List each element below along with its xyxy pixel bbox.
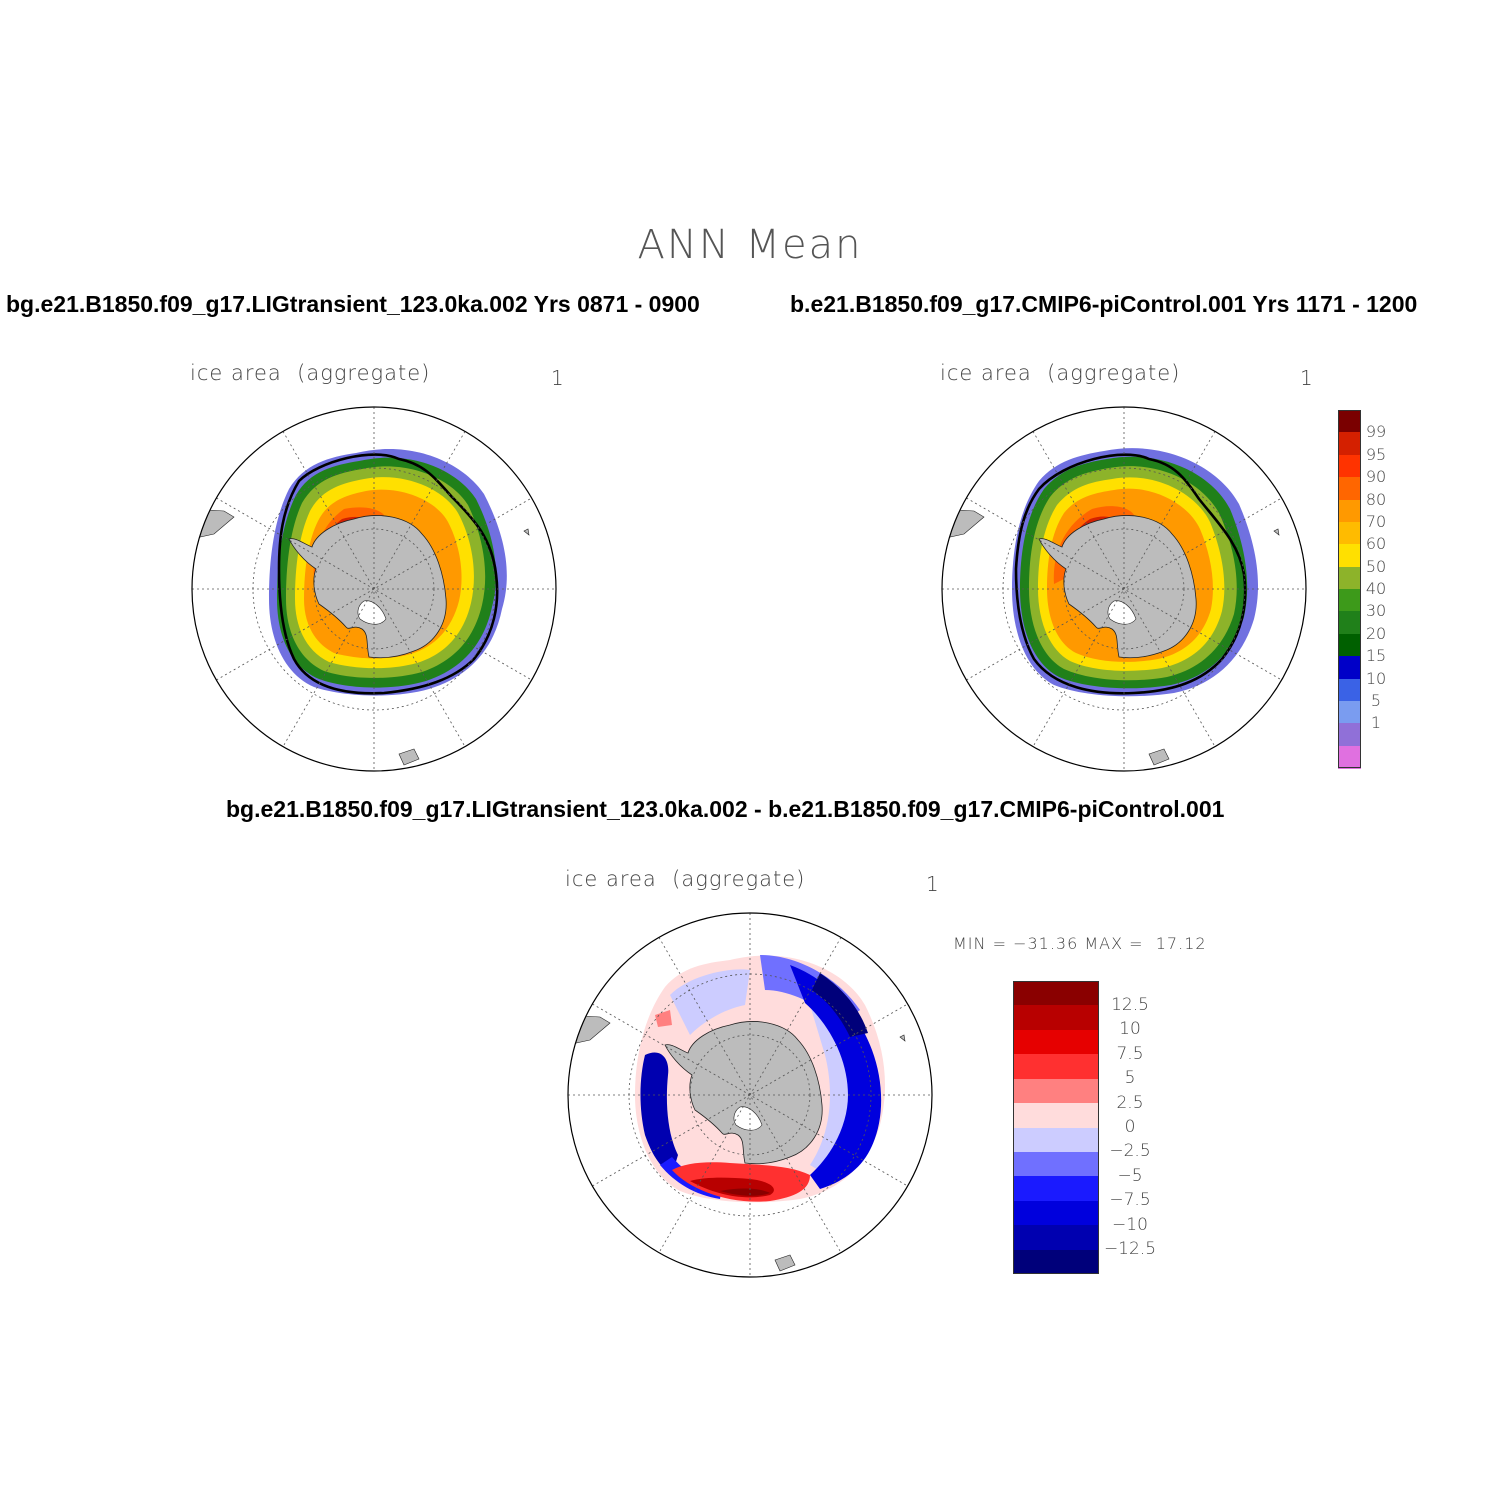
concentration-colorbar-label: 5 (1370, 690, 1382, 710)
concentration-colorbar-label: 50 (1365, 556, 1387, 576)
difference-colorbar-label: 2.5 (1116, 1092, 1144, 1113)
difference-colorbar-swatch (1013, 981, 1099, 1006)
difference-colorbar-label: 7.5 (1116, 1043, 1144, 1064)
case-title-lig: bg.e21.B1850.f09_g17.LIGtransient_123.0k… (6, 291, 700, 317)
observed-ice-edge-lig (277, 453, 499, 695)
observed-ice-edge-picontrol (1014, 453, 1247, 695)
difference-colorbar-swatch (1013, 1249, 1099, 1275)
concentration-colorbar-label: 10 (1365, 668, 1387, 688)
difference-colorbar-label: 5 (1124, 1068, 1136, 1089)
difference-colorbar-swatch (1013, 1005, 1099, 1031)
difference-colorbar-swatch (1013, 1176, 1099, 1202)
concentration-colorbar-swatch (1338, 656, 1361, 679)
difference-colorbar-label: −2.5 (1109, 1141, 1151, 1162)
concentration-colorbar-frame (1338, 410, 1361, 768)
difference-colorbar-swatch (1013, 1200, 1099, 1226)
difference-colorbar-swatch (1013, 1054, 1099, 1080)
concentration-colorbar-swatch (1338, 477, 1361, 500)
difference-colorbar-label: −7.5 (1109, 1190, 1151, 1211)
case-title-picontrol: b.e21.B1850.f09_g17.CMIP6-piControl.001 … (790, 291, 1418, 317)
case-title-difference: bg.e21.B1850.f09_g17.LIGtransient_123.0k… (226, 796, 1225, 822)
concentration-colorbar-swatch (1338, 611, 1361, 635)
concentration-colorbar-swatch (1338, 723, 1361, 747)
difference-colorbar-swatch (1013, 1151, 1099, 1177)
concentration-colorbar-swatch (1338, 700, 1361, 724)
difference-colorbar-label: −5 (1117, 1165, 1143, 1186)
variable-label-lig: ice area (aggregate) (190, 361, 431, 385)
difference-colorbar-label: −10 (1112, 1214, 1148, 1235)
difference-colorbar-swatch (1013, 1225, 1099, 1251)
polar-map-difference (567, 912, 933, 1278)
concentration-colorbar-swatch (1338, 454, 1361, 478)
min-max-label: MIN = −31.36 MAX = 17.12 (953, 934, 1207, 953)
concentration-colorbar-swatch (1338, 410, 1361, 433)
concentration-colorbar-label: 30 (1365, 601, 1387, 621)
concentration-colorbar-label: 99 (1365, 422, 1387, 442)
units-label-difference: 1 (926, 872, 939, 896)
difference-colorbar-label: 0 (1124, 1116, 1136, 1137)
difference-colorbar-label: 10 (1119, 1019, 1141, 1040)
variable-label-difference: ice area (aggregate) (565, 867, 806, 891)
difference-colorbar-swatch (1013, 1127, 1099, 1153)
concentration-colorbar-label: 40 (1365, 579, 1387, 599)
concentration-colorbar-swatch (1338, 521, 1361, 545)
difference-colorbar-swatch (1013, 1103, 1099, 1128)
concentration-colorbar-swatch (1338, 678, 1361, 702)
difference-colorbar-label: −12.5 (1103, 1239, 1157, 1260)
concentration-colorbar-swatch (1338, 745, 1361, 769)
concentration-colorbar-swatch (1338, 544, 1361, 568)
units-label-lig: 1 (551, 366, 564, 390)
variable-label-picontrol: ice area (aggregate) (940, 361, 1181, 385)
graticule (192, 407, 556, 771)
concentration-colorbar-swatch (1338, 432, 1361, 456)
map-boundary (191, 406, 557, 772)
concentration-colorbar-swatch (1338, 589, 1361, 612)
difference-colorbar-label: 12.5 (1111, 994, 1149, 1015)
concentration-colorbar-label: 70 (1365, 511, 1387, 531)
concentration-colorbar-swatch (1338, 499, 1361, 523)
units-label-picontrol: 1 (1300, 366, 1313, 390)
concentration-colorbar-swatch (1338, 566, 1361, 590)
concentration-colorbar-label: 80 (1365, 489, 1387, 509)
antarctica-landmass (288, 515, 447, 659)
polar-map-picontrol (941, 406, 1307, 772)
concentration-colorbar-label: 15 (1365, 646, 1387, 666)
concentration-colorbar-swatch (1338, 633, 1361, 657)
difference-colorbar-swatch (1013, 1029, 1099, 1055)
figure-title: ANN Mean (637, 222, 863, 268)
concentration-colorbar-label: 95 (1365, 444, 1387, 464)
difference-colorbar-frame (1013, 981, 1099, 1274)
concentration-colorbar-label: 1 (1370, 713, 1382, 733)
difference-colorbar-swatch (1013, 1078, 1099, 1104)
concentration-colorbar-label: 90 (1365, 467, 1387, 487)
concentration-colorbar-label: 60 (1365, 534, 1387, 554)
concentration-colorbar-label: 20 (1365, 623, 1387, 643)
polar-map-lig (191, 406, 557, 772)
